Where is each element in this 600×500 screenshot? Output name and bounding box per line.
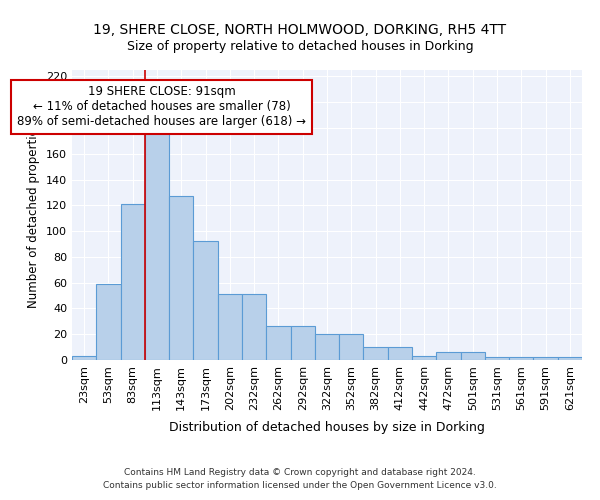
X-axis label: Distribution of detached houses by size in Dorking: Distribution of detached houses by size … [169,421,485,434]
Text: Size of property relative to detached houses in Dorking: Size of property relative to detached ho… [127,40,473,53]
Bar [558,358,582,360]
Bar [266,326,290,360]
Bar [218,294,242,360]
Bar [193,242,218,360]
Bar [412,356,436,360]
Text: 19 SHERE CLOSE: 91sqm
← 11% of detached houses are smaller (78)
89% of semi-deta: 19 SHERE CLOSE: 91sqm ← 11% of detached … [17,86,307,128]
Bar [364,347,388,360]
Bar [145,128,169,360]
Text: 19, SHERE CLOSE, NORTH HOLMWOOD, DORKING, RH5 4TT: 19, SHERE CLOSE, NORTH HOLMWOOD, DORKING… [94,22,506,36]
Bar [242,294,266,360]
Bar [169,196,193,360]
Bar [485,358,509,360]
Text: Contains HM Land Registry data © Crown copyright and database right 2024.
Contai: Contains HM Land Registry data © Crown c… [103,468,497,490]
Bar [121,204,145,360]
Bar [96,284,121,360]
Bar [72,356,96,360]
Bar [436,352,461,360]
Bar [388,347,412,360]
Bar [461,352,485,360]
Bar [509,358,533,360]
Bar [339,334,364,360]
Y-axis label: Number of detached properties: Number of detached properties [28,122,40,308]
Bar [533,358,558,360]
Bar [315,334,339,360]
Bar [290,326,315,360]
